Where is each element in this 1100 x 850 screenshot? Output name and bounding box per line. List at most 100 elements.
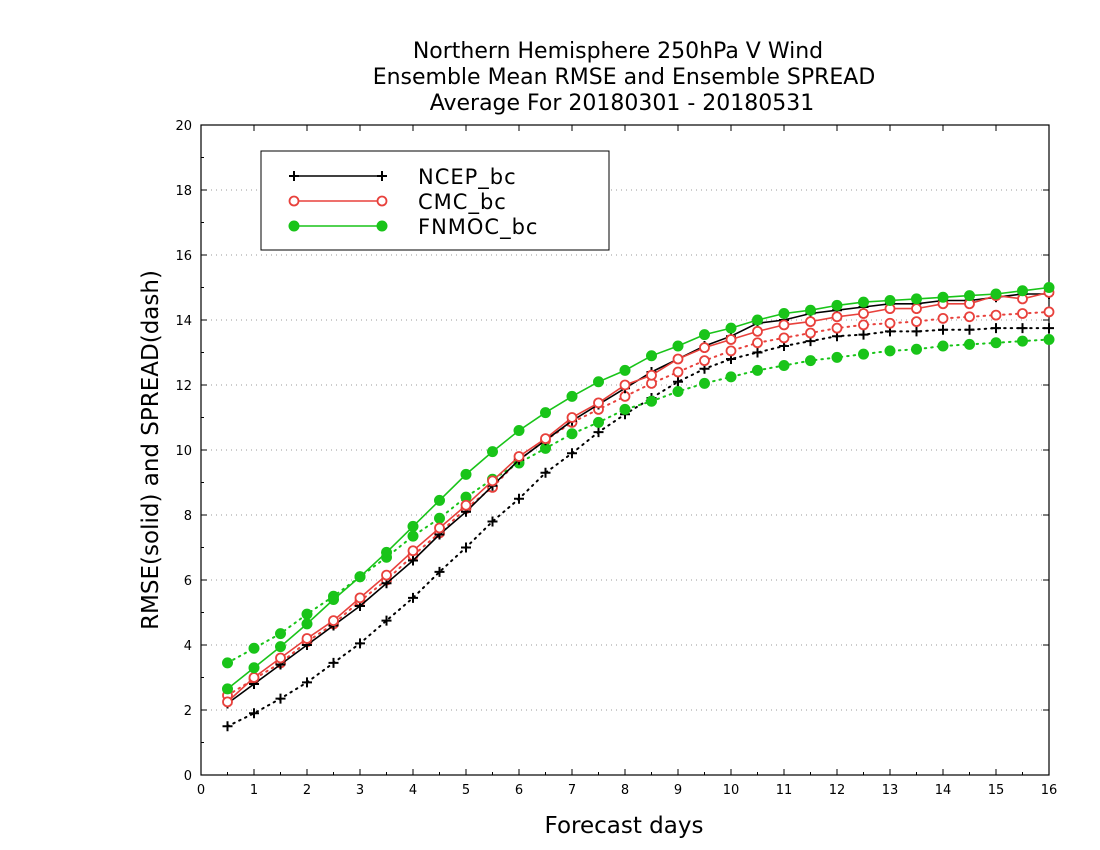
point-ncep-bc-spread xyxy=(275,693,286,704)
series-fnmoc-bc-rmse xyxy=(222,282,1055,695)
point-fnmoc-bc-rmse xyxy=(593,376,604,388)
legend-label-fnmoc-bc: FNMOC_bc xyxy=(418,215,538,240)
point-cmc-bc-spread xyxy=(1017,308,1028,319)
chart-title-line-1: Northern Hemisphere 250hPa V Wind xyxy=(413,39,823,64)
x-tick-label: 0 xyxy=(197,783,205,798)
point-cmc-bc-rmse xyxy=(619,379,631,391)
legend-marker-cmc-bc xyxy=(376,195,388,207)
point-fnmoc-bc-spread xyxy=(248,642,260,654)
point-cmc-bc-spread xyxy=(1043,306,1055,318)
point-ncep-bc-spread xyxy=(752,347,763,358)
point-cmc-bc-rmse xyxy=(328,615,339,627)
y-tick-label: 18 xyxy=(175,184,192,199)
series-ncep-bc-spread xyxy=(222,323,1054,732)
point-fnmoc-bc-spread xyxy=(778,360,790,371)
point-fnmoc-bc-spread xyxy=(301,608,313,620)
chart-title: Northern Hemisphere 250hPa V Wind Ensemb… xyxy=(373,39,876,116)
point-cmc-bc-spread xyxy=(805,327,816,339)
point-fnmoc-bc-spread xyxy=(1043,334,1055,345)
point-cmc-bc-rmse xyxy=(434,522,445,534)
point-fnmoc-bc-rmse xyxy=(381,546,392,558)
series-layer xyxy=(222,282,1055,732)
y-axis-title: RMSE(solid) and SPREAD(dash) xyxy=(138,270,164,630)
y-tick-label: 6 xyxy=(184,574,192,589)
point-fnmoc-bc-spread xyxy=(593,416,604,428)
point-fnmoc-bc-rmse xyxy=(513,425,525,436)
point-fnmoc-bc-spread xyxy=(275,628,286,640)
point-fnmoc-bc-rmse xyxy=(884,295,896,306)
y-tick-label: 12 xyxy=(175,379,192,394)
point-cmc-bc-spread xyxy=(911,316,922,328)
point-cmc-bc-rmse xyxy=(725,334,737,345)
point-ncep-bc-spread xyxy=(461,542,471,553)
point-fnmoc-bc-rmse xyxy=(460,468,472,480)
point-cmc-bc-rmse xyxy=(646,369,657,381)
chart-title-line-2: Ensemble Mean RMSE and Ensemble SPREAD xyxy=(373,65,876,90)
point-fnmoc-bc-spread xyxy=(937,340,949,352)
x-tick-label: 13 xyxy=(882,783,899,798)
x-tick-label: 3 xyxy=(356,783,364,798)
line-fnmoc-bc-spread xyxy=(226,338,1050,664)
point-cmc-bc-rmse xyxy=(805,316,816,328)
point-fnmoc-bc-rmse xyxy=(540,407,551,419)
point-cmc-bc-spread xyxy=(831,322,843,334)
point-ncep-bc-spread xyxy=(222,721,233,732)
point-ncep-bc-spread xyxy=(540,467,551,478)
y-tick-label: 20 xyxy=(175,119,192,134)
point-ncep-bc-spread xyxy=(328,657,339,668)
point-ncep-bc-spread xyxy=(249,708,259,719)
point-ncep-bc-spread xyxy=(434,566,445,577)
point-fnmoc-bc-rmse xyxy=(778,308,790,319)
point-cmc-bc-rmse xyxy=(407,545,419,557)
x-tick-label: 14 xyxy=(935,783,952,798)
x-tick-label: 11 xyxy=(776,783,793,798)
x-tick-label: 5 xyxy=(462,783,470,798)
x-tick-label: 16 xyxy=(1041,783,1058,798)
point-cmc-bc-rmse xyxy=(699,342,710,354)
y-tick-label: 2 xyxy=(184,704,192,719)
point-fnmoc-bc-rmse xyxy=(672,340,684,352)
point-fnmoc-bc-rmse xyxy=(248,662,260,674)
x-tick-label: 15 xyxy=(988,783,1005,798)
point-ncep-bc-spread xyxy=(1017,323,1028,334)
point-fnmoc-bc-spread xyxy=(672,386,684,397)
point-ncep-bc-spread xyxy=(355,638,365,649)
legend-item-fnmoc-bc: FNMOC_bc xyxy=(288,215,538,240)
line-cmc-bc-rmse xyxy=(226,291,1050,703)
point-ncep-bc-spread xyxy=(673,376,683,387)
point-fnmoc-bc-rmse xyxy=(566,390,578,402)
legend-marker-cmc-bc xyxy=(288,195,300,207)
legend-label-ncep-bc: NCEP_bc xyxy=(418,165,517,190)
point-cmc-bc-spread xyxy=(937,312,949,324)
point-fnmoc-bc-spread xyxy=(831,351,843,363)
point-cmc-bc-spread xyxy=(725,345,737,357)
point-fnmoc-bc-rmse xyxy=(328,594,339,605)
point-fnmoc-bc-rmse xyxy=(990,288,1002,300)
axes: 0 1 2 3 4 5 6 7 8 9 10 11 12 13 14 15 160246810121416182… xyxy=(175,119,1057,798)
point-cmc-bc-rmse xyxy=(275,652,286,664)
point-cmc-bc-rmse xyxy=(831,311,843,323)
legend-label-cmc-bc: CMC_bc xyxy=(418,190,507,215)
point-fnmoc-bc-rmse xyxy=(301,618,313,630)
point-ncep-bc-spread xyxy=(858,329,869,340)
point-ncep-bc-spread xyxy=(1044,323,1054,334)
series-fnmoc-bc-spread xyxy=(222,334,1055,669)
point-cmc-bc-rmse xyxy=(460,499,472,511)
point-cmc-bc-spread xyxy=(699,355,710,367)
legend-marker-ncep-bc xyxy=(289,171,299,181)
point-ncep-bc-spread xyxy=(991,323,1001,334)
point-fnmoc-bc-rmse xyxy=(222,683,233,695)
point-cmc-bc-rmse xyxy=(566,412,578,423)
legend-marker-fnmoc-bc xyxy=(288,220,300,232)
y-tick-label: 0 xyxy=(184,769,192,784)
point-fnmoc-bc-rmse xyxy=(937,291,949,303)
y-tick-label: 16 xyxy=(175,249,192,264)
point-cmc-bc-rmse xyxy=(301,633,313,644)
point-ncep-bc-spread xyxy=(514,493,524,504)
point-cmc-bc-spread xyxy=(990,309,1002,321)
chart-title-line-3: Average For 20180301 - 20180531 xyxy=(430,91,815,116)
point-ncep-bc-spread xyxy=(593,427,604,438)
series-cmc-bc-spread xyxy=(222,306,1055,701)
